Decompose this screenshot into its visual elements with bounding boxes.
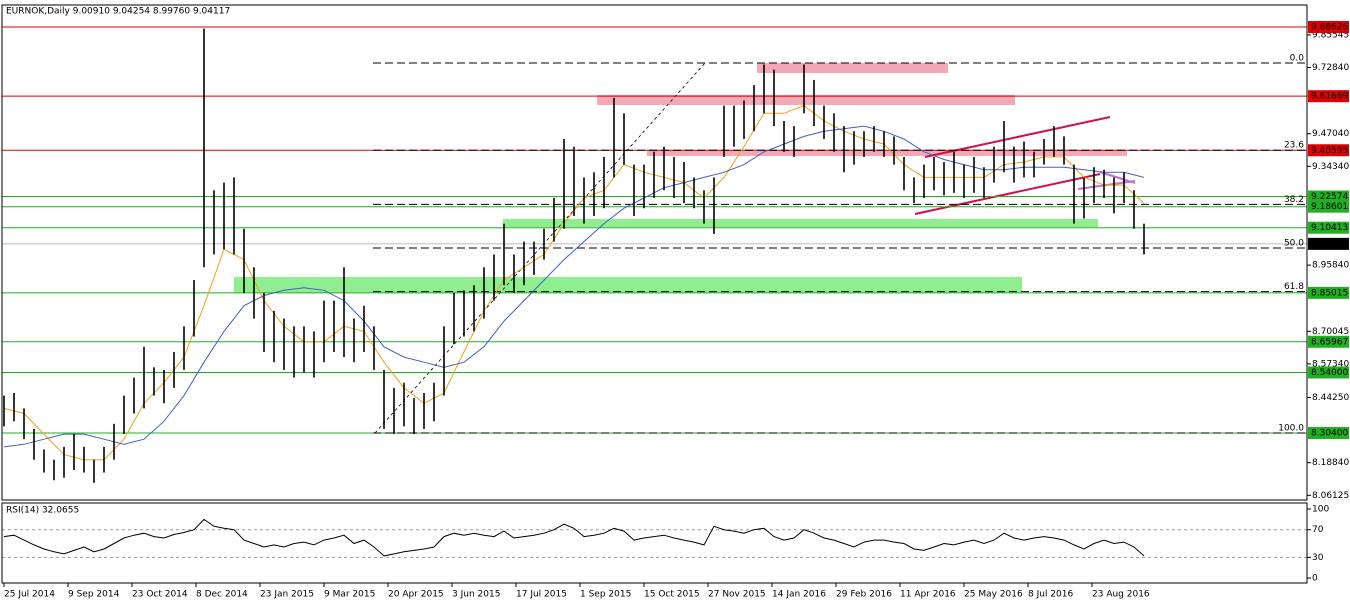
- y-tick-label: 8.44250: [1312, 393, 1349, 403]
- fib-label: 23.6: [1284, 141, 1304, 151]
- level-label: 8.65967: [1311, 337, 1348, 347]
- level-label: 9.88626: [1311, 23, 1348, 33]
- y-tick-label: 8.95840: [1312, 261, 1349, 271]
- x-tick-label: 15 Oct 2015: [644, 590, 700, 600]
- level-label-box: [1308, 221, 1349, 234]
- level-label-box: [1308, 366, 1349, 379]
- x-tick-label: 20 Apr 2015: [388, 590, 444, 600]
- fib-label: 38.2: [1284, 195, 1304, 205]
- level-label: 8.54000: [1311, 368, 1348, 378]
- y-tick-label: 8.57340: [1312, 359, 1349, 369]
- x-tick-label: 27 Nov 2015: [708, 590, 766, 600]
- level-label: 8.85015: [1311, 288, 1348, 298]
- level-label-box: [1308, 200, 1349, 213]
- level-label: 8.30400: [1311, 429, 1348, 439]
- x-tick-label: 25 Jul 2014: [4, 590, 55, 600]
- x-tick-label: 8 Jul 2016: [1028, 590, 1073, 600]
- y-tick-label: 8.18840: [1312, 458, 1349, 468]
- level-label-box: [1308, 286, 1349, 299]
- y-tick-label: 9.85545: [1312, 30, 1349, 40]
- rsi-title: RSI(14) 32.0655: [6, 506, 79, 516]
- x-tick-label: 9 Sep 2014: [68, 590, 120, 600]
- x-tick-label: 8 Dec 2014: [196, 590, 248, 600]
- level-label: 9.22574: [1311, 192, 1348, 202]
- x-tick-label: 1 Sep 2015: [580, 590, 631, 600]
- x-tick-label: 11 Apr 2016: [900, 590, 956, 600]
- level-label-box: [1308, 237, 1349, 250]
- resistance-zone: [757, 63, 948, 73]
- x-tick-label: 3 Jun 2015: [452, 590, 500, 600]
- level-label: 9.61669: [1311, 92, 1348, 102]
- y-tick-label: 9.34340: [1312, 162, 1349, 172]
- resistance-zone: [647, 150, 1127, 156]
- level-label: 9.18601: [1311, 202, 1348, 212]
- y-tick-label: 0: [1312, 574, 1318, 584]
- level-label-box: [1308, 427, 1349, 440]
- x-tick-label: 23 Aug 2016: [1092, 590, 1150, 600]
- level-label-box: [1308, 144, 1349, 157]
- x-tick-label: 9 Mar 2015: [324, 590, 375, 600]
- x-tick-label: 29 Feb 2016: [836, 590, 892, 600]
- y-tick-label: 9.47040: [1312, 129, 1349, 139]
- resistance-zone: [597, 95, 1015, 105]
- channel-line: [914, 173, 1101, 215]
- level-label-box: [1308, 335, 1349, 348]
- trend-line: [1099, 171, 1136, 184]
- rsi-frame: [1, 502, 1308, 584]
- y-tick-label: 70: [1312, 525, 1324, 535]
- y-tick-label: 8.70045: [1312, 327, 1349, 337]
- level-label-box: [1308, 21, 1349, 34]
- fib-label: 0.0: [1290, 53, 1305, 63]
- x-tick-label: 25 May 2016: [964, 590, 1023, 600]
- chart-header: EURNOK,Daily 9.00910 9.04254 8.99760 9.0…: [6, 7, 230, 17]
- level-label: 9.10413: [1311, 223, 1348, 233]
- rsi-line: [3, 518, 1145, 557]
- y-tick-label: 100: [1312, 505, 1329, 515]
- x-tick-label: 23 Jan 2015: [260, 590, 314, 600]
- fib-label: 50.0: [1284, 239, 1304, 249]
- y-tick-label: 30: [1312, 553, 1324, 563]
- x-tick-label: 17 Jul 2015: [516, 590, 567, 600]
- level-label-box: [1308, 90, 1349, 103]
- level-label: 9.40595: [1311, 146, 1348, 156]
- main-frame: [1, 4, 1308, 501]
- fib-label: 100.0: [1278, 424, 1304, 434]
- x-tick-label: 23 Oct 2014: [132, 590, 188, 600]
- support-zone: [503, 219, 1098, 227]
- y-tick-label: 9.72840: [1312, 63, 1349, 73]
- support-zone: [234, 277, 1022, 293]
- level-label-box: [1308, 190, 1349, 203]
- x-tick-label: 14 Jan 2016: [772, 590, 826, 600]
- fib-trend-line: [374, 62, 706, 434]
- y-tick-label: 8.06125: [1312, 491, 1349, 501]
- level-label: 9.04117: [1311, 239, 1348, 249]
- fib-label: 61.8: [1284, 282, 1304, 292]
